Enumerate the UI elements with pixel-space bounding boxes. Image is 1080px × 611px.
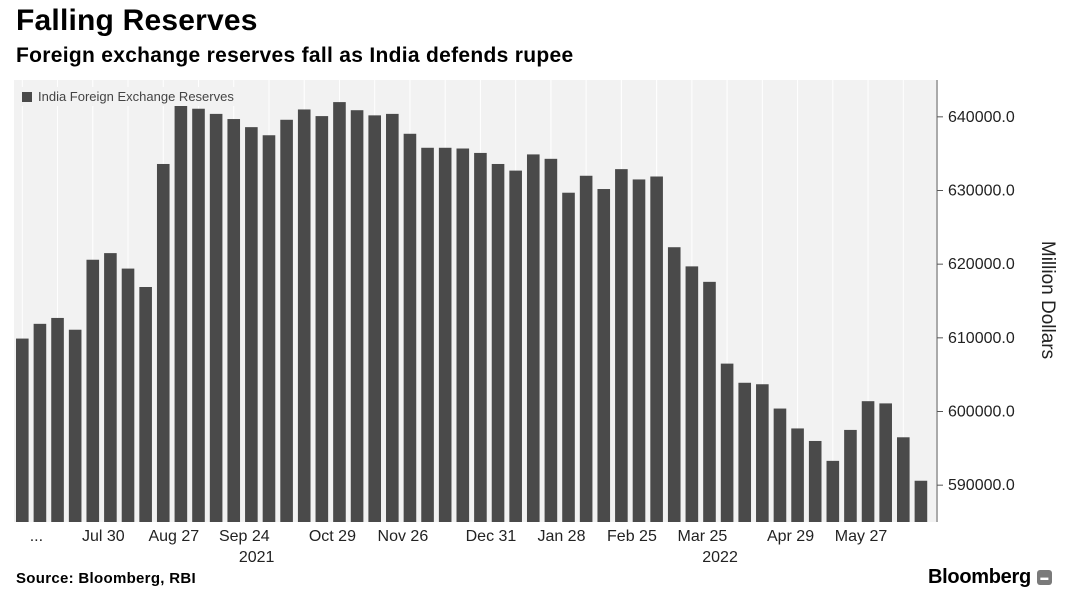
x-tick-label: May 27: [835, 528, 888, 545]
x-tick-label: Jul 30: [82, 528, 125, 545]
bar: [33, 323, 47, 522]
bar: [526, 154, 540, 523]
x-tick-label: Aug 27: [148, 528, 199, 545]
bar: [297, 109, 311, 522]
bar: [685, 266, 699, 522]
y-tick-label: 590000.0: [948, 477, 1015, 494]
bar: [174, 98, 188, 523]
y-axis-label: Million Dollars: [1037, 240, 1058, 360]
chart-legend[interactable]: India Foreign Exchange Reserves: [20, 87, 238, 106]
x-year-label: 2022: [702, 549, 738, 566]
x-tick-label: Sep 24: [219, 528, 270, 545]
bar: [51, 317, 64, 522]
bar: [914, 480, 928, 522]
y-tick-label: 620000.0: [948, 256, 1015, 273]
bar: [861, 401, 875, 522]
x-year-label: 2021: [239, 549, 275, 566]
bar: [474, 152, 487, 522]
source-note: Source: Bloomberg, RBI: [16, 570, 196, 587]
y-tick-label: 610000.0: [948, 330, 1015, 347]
x-tick-label: ...: [30, 528, 43, 545]
bar: [756, 384, 769, 522]
bar: [262, 135, 276, 522]
bar: [738, 382, 752, 522]
bar: [315, 116, 329, 522]
y-tick-label: 640000.0: [948, 109, 1015, 126]
bar: [156, 163, 170, 523]
bar: [615, 169, 628, 523]
bar: [421, 147, 434, 523]
x-tick-label: Feb 25: [607, 528, 657, 545]
bar: [386, 113, 399, 523]
brand-name: Bloomberg: [928, 566, 1031, 588]
bar: [456, 148, 470, 522]
bar: [509, 170, 522, 523]
bar: [491, 163, 505, 523]
bar: [579, 175, 593, 522]
legend-swatch: [22, 91, 32, 102]
bar: [720, 363, 734, 522]
legend-label: India Foreign Exchange Reserves: [38, 89, 234, 104]
bar: [104, 253, 117, 522]
bar: [773, 408, 787, 522]
bar: [703, 281, 716, 522]
bar: [808, 440, 822, 522]
bloomberg-badge-icon: ▬: [1036, 570, 1052, 585]
chart-subtitle: Foreign exchange reserves fall as India …: [16, 44, 574, 67]
bar: [139, 287, 152, 522]
bar: [897, 437, 910, 522]
bar: [16, 338, 29, 522]
x-tick-label: Jan 28: [537, 528, 585, 545]
bar: [192, 108, 205, 522]
x-tick-label: Nov 26: [378, 528, 429, 545]
bar: [68, 329, 82, 522]
y-tick-label: 630000.0: [948, 183, 1015, 200]
bar: [667, 247, 681, 522]
x-tick-label: Dec 31: [466, 528, 517, 545]
x-tick-label: Mar 25: [678, 528, 728, 545]
bar: [209, 113, 223, 523]
bar: [403, 133, 417, 522]
y-tick-label: 600000.0: [948, 404, 1015, 421]
chart-title: Falling Reserves: [16, 4, 258, 37]
bar: [562, 192, 575, 522]
bar: [879, 403, 892, 522]
x-tick-label: Apr 29: [767, 528, 814, 545]
bar: [650, 176, 663, 522]
bar: [632, 179, 646, 522]
bar: [368, 115, 381, 523]
bar: [121, 268, 135, 522]
bar: [227, 119, 241, 522]
bar: [86, 259, 100, 522]
bar: [438, 147, 452, 523]
bar: [245, 127, 258, 522]
bar: [597, 189, 611, 522]
bar: [544, 158, 558, 522]
x-tick-label: Oct 29: [309, 528, 356, 545]
bar: [280, 119, 293, 522]
bar: [350, 110, 364, 522]
bar: [333, 102, 346, 522]
bar: [791, 428, 804, 522]
bar: [844, 429, 857, 522]
bloomberg-logo: Bloomberg ▬: [928, 566, 1052, 589]
bar: [826, 460, 840, 522]
